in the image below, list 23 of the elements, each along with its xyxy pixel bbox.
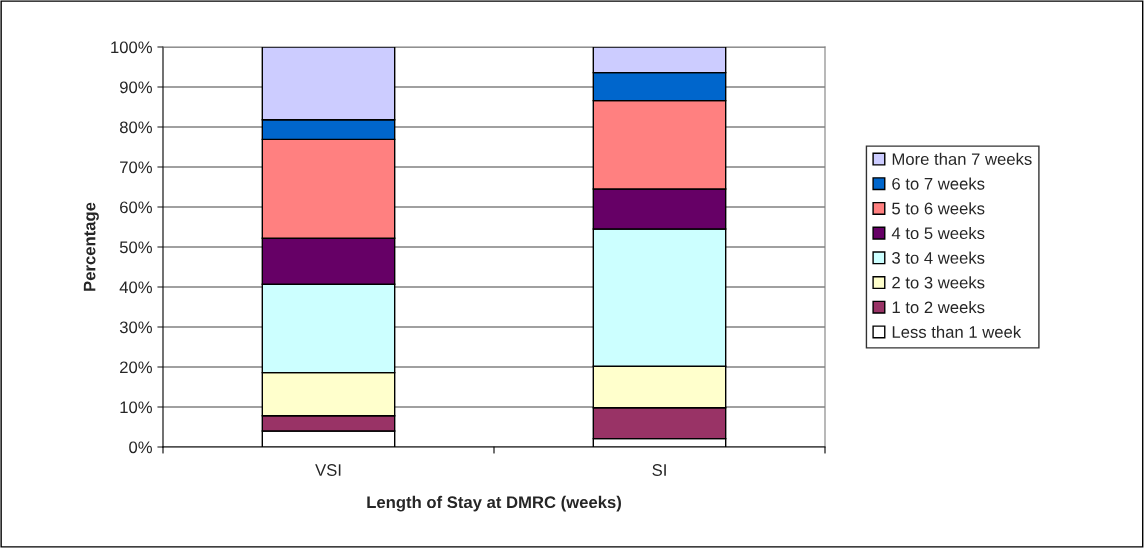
legend-label: 1 to 2 weeks: [892, 300, 985, 314]
y-tick-label: 60%: [120, 201, 152, 214]
legend-label: Less than 1 week: [892, 325, 1022, 338]
x-tick-label: VSI: [315, 464, 341, 476]
y-tick-label: 50%: [119, 241, 152, 254]
y-tick-label: 70%: [120, 161, 152, 174]
y-tick-label: 10%: [120, 401, 152, 414]
legend-label: 6 to 7 weeks: [892, 177, 985, 190]
y-tick-label: 90%: [120, 81, 152, 94]
y-tick-label: 0%: [129, 441, 152, 454]
y-tick-label: 80%: [119, 121, 152, 134]
legend-label: 4 to 5 weeks: [891, 226, 985, 240]
y-tick-label: 30%: [119, 321, 152, 334]
legend-label: 5 to 6 weeks: [892, 202, 985, 215]
y-tick-label: 40%: [119, 281, 152, 294]
x-tick-label: SI: [652, 464, 666, 476]
legend-label: More than 7 weeks: [892, 152, 1032, 166]
y-axis-title: Percentage: [83, 202, 99, 291]
y-tick-label: 20%: [120, 361, 152, 374]
legend-label: 2 to 3 weeks: [892, 276, 985, 289]
legend-label: 3 to 4 weeks: [892, 251, 985, 264]
y-tick-label: 100%: [111, 41, 152, 54]
x-axis-title: Length of Stay at DMRC (weeks): [367, 495, 621, 512]
